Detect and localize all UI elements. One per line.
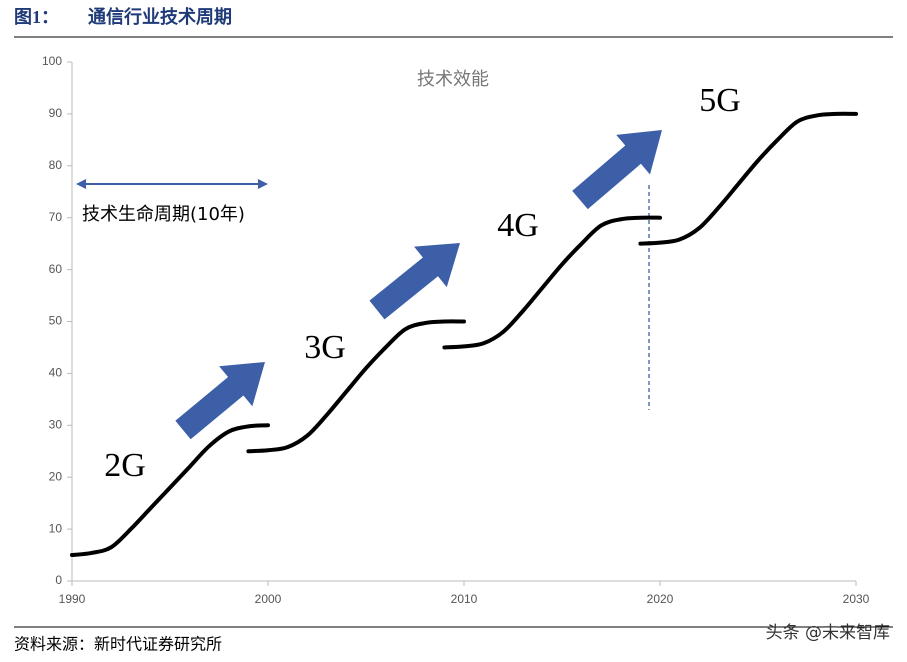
- line-series: [70, 423, 270, 558]
- figure-label: 图1：: [14, 7, 59, 27]
- annotation: 技术生命周期(10年): [82, 204, 245, 225]
- y-tick-label: 100: [42, 54, 62, 68]
- annotation: 3G: [304, 329, 346, 366]
- x-tick-label: 2030: [843, 592, 870, 606]
- block-arrow: [175, 362, 265, 440]
- y-title: 技术效能: [417, 69, 489, 90]
- x-tick-label: 1990: [59, 592, 86, 606]
- y-tick-label: 50: [49, 314, 63, 328]
- block-arrow: [369, 243, 460, 320]
- y-tick-label: 70: [49, 210, 63, 224]
- chart-title: 通信行业技术周期: [88, 6, 232, 27]
- y-tick-label: 30: [49, 417, 63, 431]
- x-tick-label: 2000: [255, 592, 282, 606]
- y-tick-label: 20: [49, 469, 63, 483]
- cycle-arrow: [76, 179, 268, 189]
- y-tick-label: 0: [55, 573, 62, 587]
- line-series: [442, 215, 662, 350]
- line-series: [638, 111, 858, 246]
- watermark: 头条 @未来智库: [766, 623, 890, 643]
- source: 资料来源：新时代证券研究所: [14, 635, 222, 654]
- x-tick-label: 2010: [451, 592, 478, 606]
- x-tick-label: 2020: [647, 592, 674, 606]
- line-series: [246, 319, 466, 454]
- annotation: 2G: [104, 447, 146, 484]
- y-tick-label: 10: [49, 521, 63, 535]
- y-tick-label: 60: [49, 262, 63, 276]
- block-arrow: [572, 130, 662, 210]
- y-tick-label: 40: [49, 366, 63, 380]
- y-tick-label: 80: [49, 158, 63, 172]
- y-tick-label: 90: [49, 106, 63, 120]
- annotation: 5G: [699, 82, 741, 119]
- trend-arrows: [175, 130, 662, 440]
- annotation: 4G: [497, 207, 539, 244]
